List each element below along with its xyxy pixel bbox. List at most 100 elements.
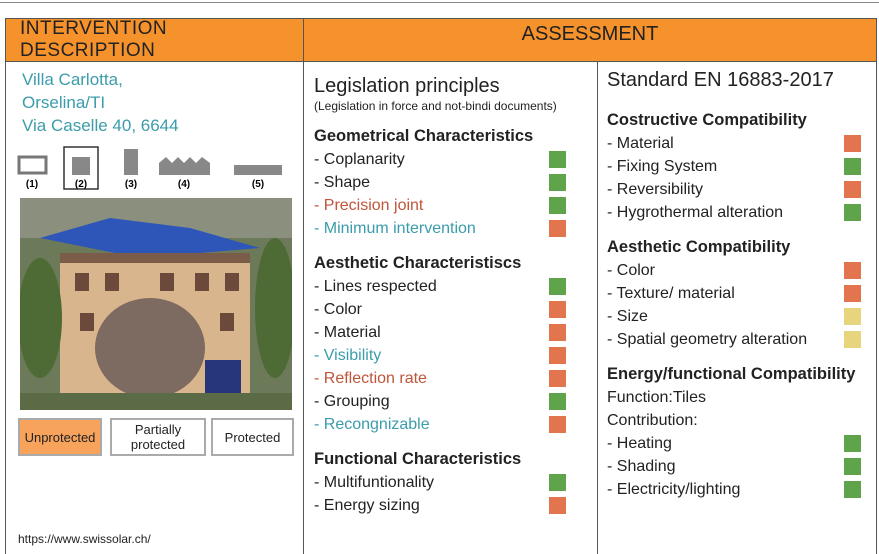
status-indicator <box>844 181 861 198</box>
criterion: - Reflection rate <box>314 367 584 390</box>
criterion-text: - Color <box>607 262 656 279</box>
legislation-panel: Legislation principles (Legislation in f… <box>314 62 584 517</box>
type-icon <box>159 157 210 175</box>
status-indicator <box>844 331 861 348</box>
criterion: - Shading <box>607 455 872 478</box>
header-right: ASSESSMENT <box>303 18 877 62</box>
type-icon <box>17 155 48 175</box>
status-indicator <box>549 474 566 491</box>
criterion-text: - Electricity/lighting <box>607 481 741 498</box>
criterion-text: - Visibility <box>314 347 382 364</box>
status-indicator <box>549 151 566 168</box>
criterion: - Electricity/lighting <box>607 478 872 501</box>
criterion: - Spatial geometry alteration <box>607 328 872 351</box>
criterion: - Hygrothermal alteration <box>607 201 872 224</box>
criterion-text: - Minimum intervention <box>314 220 476 237</box>
source-url: https://www.swissolar.ch/ <box>18 532 151 546</box>
top-rule <box>0 2 879 3</box>
criterion: - Fixing System <box>607 155 872 178</box>
status-indicator <box>549 197 566 214</box>
section-note: Contribution: <box>607 412 698 429</box>
legislation-column-border <box>303 62 598 554</box>
intervention-column <box>5 62 304 554</box>
status-indicator <box>844 308 861 325</box>
right-border <box>876 62 877 554</box>
status-indicator <box>844 262 861 279</box>
status-indicator <box>844 435 861 452</box>
panel-title: Legislation principles <box>314 75 500 97</box>
criterion-text: - Texture/ material <box>607 285 735 302</box>
criterion-text: - Size <box>607 308 648 325</box>
criterion-text: - Fixing System <box>607 158 718 175</box>
criterion-text: - Heating <box>607 435 672 452</box>
criterion-text: - Multifuntionality <box>314 474 435 491</box>
criterion: - Reversibility <box>607 178 872 201</box>
section-heading: Functional Characteristics <box>314 450 522 468</box>
protection-label: Partially protected <box>130 422 186 452</box>
criterion: - Material <box>314 321 584 344</box>
protection-level: Partially protected <box>110 418 206 456</box>
standard-panel: Standard EN 16883-2017 Costructive Compa… <box>607 62 872 501</box>
section-heading: Costructive Compatibility <box>607 111 807 129</box>
address-line: Via Caselle 40, 6644 <box>22 116 179 135</box>
status-indicator <box>844 285 861 302</box>
criterion: - Energy sizing <box>314 494 584 517</box>
type-icon-frame <box>63 146 99 190</box>
criterion-text: - Reflection rate <box>314 370 427 387</box>
criterion: - Multifuntionality <box>314 471 584 494</box>
type-icon <box>234 165 282 175</box>
status-indicator <box>844 204 861 221</box>
status-indicator <box>549 278 566 295</box>
criterion-text: - Precision joint <box>314 197 424 214</box>
status-indicator <box>549 174 566 191</box>
status-indicator <box>844 458 861 475</box>
status-indicator <box>844 481 861 498</box>
header-title: INTERVENTION DESCRIPTION <box>20 18 168 61</box>
criterion-text: - Shape <box>314 174 371 191</box>
building-type-icons: (1) (2) (3) (4) (5) <box>17 146 282 190</box>
criterion-text: - Material <box>607 135 674 152</box>
criterion: - Texture/ material <box>607 282 872 305</box>
criterion: - Color <box>607 259 872 282</box>
status-indicator <box>549 497 566 514</box>
status-indicator <box>549 393 566 410</box>
type-label: (3) <box>125 179 137 190</box>
criterion-text: - Coplanarity <box>314 151 405 168</box>
header-left: INTERVENTION DESCRIPTION <box>5 18 304 62</box>
panel-subtitle: (Legislation in force and not-bindi docu… <box>314 99 557 113</box>
criterion: - Lines respected <box>314 275 584 298</box>
criterion-text: - Color <box>314 301 363 318</box>
protection-label: Protected <box>224 429 281 445</box>
criterion-text: - Material <box>314 324 381 341</box>
criterion-text: - Energy sizing <box>314 497 420 514</box>
status-indicator <box>549 370 566 387</box>
criterion: - Grouping <box>314 390 584 413</box>
criterion-text: - Spatial geometry alteration <box>607 331 808 348</box>
criterion-text: - Shading <box>607 458 676 475</box>
status-indicator <box>844 158 861 175</box>
criterion: - Coplanarity <box>314 148 584 171</box>
section-heading: Aesthetic Compatibility <box>607 238 791 256</box>
status-indicator <box>549 220 566 237</box>
address-line: Orselina/TI <box>22 93 106 112</box>
address-line: Villa Carlotta, <box>22 70 123 89</box>
section-heading: Aesthetic Characteristiscs <box>314 254 522 272</box>
criterion: - Color <box>314 298 584 321</box>
criterion: - Heating <box>607 432 872 455</box>
protection-level: Unprotected <box>18 418 102 456</box>
protection-level: Protected <box>211 418 294 456</box>
type-icon <box>72 157 90 175</box>
type-label: (5) <box>252 179 264 190</box>
status-indicator <box>549 347 566 364</box>
building-photo <box>20 198 292 410</box>
criterion: - Recongnizable <box>314 413 584 436</box>
criterion: - Shape <box>314 171 584 194</box>
criterion: - Precision joint <box>314 194 584 217</box>
status-indicator <box>549 324 566 341</box>
section-heading: Geometrical Characteristics <box>314 127 534 145</box>
criterion: - Size <box>607 305 872 328</box>
status-indicator <box>549 416 566 433</box>
status-indicator <box>844 135 861 152</box>
type-label: (2) <box>75 179 87 190</box>
